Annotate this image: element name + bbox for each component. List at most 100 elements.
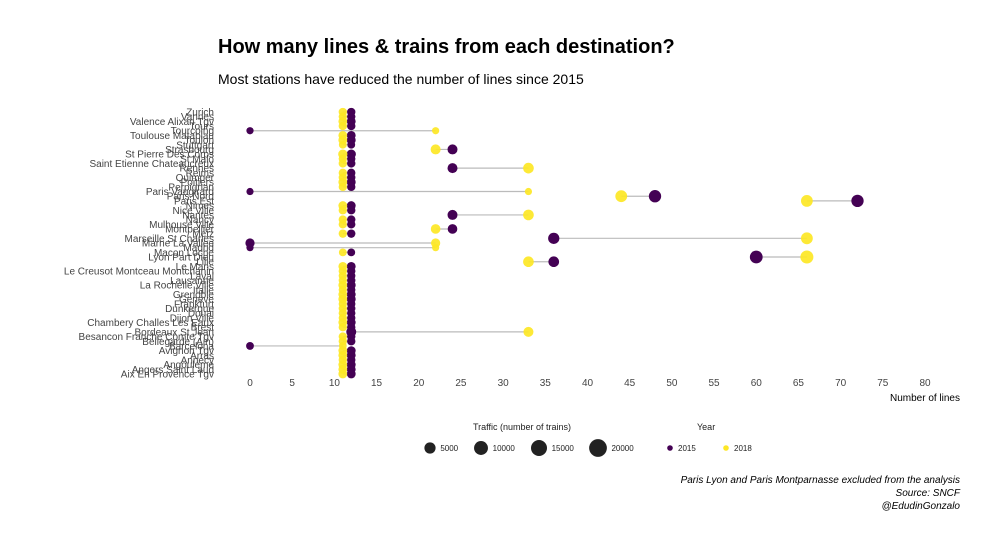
x-axis-title: Number of lines [890,393,960,404]
x-tick-label: 10 [329,378,341,389]
y-tick-label: Macon Loche [154,248,214,259]
point-2015 [347,229,356,238]
y-tick-label: Paris Nord [167,192,214,203]
point-2018 [523,326,534,337]
point-2018 [338,220,347,229]
point-2015 [447,209,458,220]
size-legend-dot [530,439,548,457]
y-tick-label: Tourcoing [171,126,214,137]
y-tick-label: Vannes [181,112,214,123]
caption: Paris Lyon and Paris Montparnasse exclud… [681,474,960,513]
x-tick-label: 15 [371,378,383,389]
point-2018 [615,190,628,203]
point-2015 [246,342,254,350]
y-tick-label: Stuttgart [176,140,214,151]
point-2015 [347,140,356,149]
point-2015 [347,220,356,229]
y-tick-label: Dunkerque [165,304,214,315]
y-tick-label: Besancon Franche Comte Tgv [79,332,214,343]
point-2018 [523,256,534,268]
point-2018 [338,140,347,149]
point-2018 [800,194,813,207]
y-tick-label: Tours [190,122,214,133]
y-tick-label: Brest [191,323,215,334]
y-tick-label: Mulhouse Ville [149,220,214,231]
point-2015 [347,248,356,257]
y-tick-label: Nimes [186,201,214,212]
y-tick-label: Saint Etienne Chateaucreux [89,159,214,170]
size-legend-dot [474,441,488,455]
y-tick-label: Toulouse Matabiau [130,131,214,142]
point-2015 [347,159,356,168]
point-2015 [548,256,560,268]
year-legend-dot [723,445,729,451]
y-tick-label: Poitiers [181,178,214,189]
y-tick-label: Italie [193,285,215,296]
y-tick-label: Zurich [186,108,214,119]
y-tick-label: St Malo [180,154,214,165]
y-tick-label: Barcelona [169,341,214,352]
year-legend-title: Year [697,422,715,432]
y-tick-label: Toulon [185,136,214,147]
x-tick-label: 55 [709,378,721,389]
point-2015 [749,250,763,264]
x-tick-label: 5 [289,378,295,389]
x-tick-label: 30 [498,378,510,389]
y-tick-label: Geneve [179,295,214,306]
points-layer [245,107,864,379]
y-tick-label: Dijon Ville [170,313,215,324]
x-tick-label: 0 [247,378,253,389]
size-legend-label: 20000 [611,444,634,453]
y-tick-label: Paris Vaugirard [146,187,214,198]
y-tick-label: Lausanne [170,276,214,287]
y-tick-label: Perpignan [168,182,214,193]
y-tick-label: Valence Alixan Tgv [130,117,214,128]
size-legend-dot [589,439,607,457]
chart-title: How many lines & trains from each destin… [218,36,675,58]
point-2015 [246,244,254,252]
point-2018 [524,187,533,196]
point-2018 [432,244,440,252]
size-legend-title: Traffic (number of trains) [473,422,571,432]
x-tick-label: 35 [540,378,552,389]
point-2015 [447,224,458,234]
point-2018 [800,250,814,264]
y-tick-label: Douai [188,309,214,320]
chart-subtitle: Most stations have reduced the number of… [218,71,584,87]
point-2018 [338,159,347,168]
y-tick-label: Strasbourg [165,145,214,156]
y-tick-label: Bellegarde (Ain) [142,337,214,348]
point-2018 [338,369,348,379]
size-legend-label: 10000 [493,444,516,453]
caption-author: @EdudinGonzalo [881,501,960,512]
y-tick-label: Quimper [176,173,215,184]
y-tick-label: Lyon Part Dieu [148,253,214,264]
point-2018 [338,121,347,131]
y-tick-label: Frankfurt [174,299,214,310]
point-2018 [430,224,441,234]
point-2018 [338,323,347,332]
point-2015 [447,144,458,155]
size-legend-items: 5000 10000 15000 20000 [424,439,634,457]
point-2015 [347,182,356,192]
point-2015 [648,190,662,203]
size-legend-dot [424,442,436,454]
point-2015 [851,194,864,208]
x-tick-label: 25 [455,378,467,389]
y-tick-label: Paris Est [174,196,214,207]
y-tick-label: Annecy [181,355,214,366]
year-legend-label: 2018 [734,444,752,453]
y-tick-label: Bordeaux St Jean [135,327,215,338]
x-tick-label: 80 [919,378,931,389]
y-tick-label: Metz [192,229,214,240]
point-2018 [338,248,347,257]
y-tick-label: Nice Ville [173,206,215,217]
x-tick-label: 20 [413,378,425,389]
y-tick-label: St Pierre Des Corps [125,150,214,161]
point-2018 [338,206,347,215]
y-tick-label: Marne La Vallee [142,239,215,250]
y-tick-label: Madrid [183,243,214,254]
point-2018 [430,144,441,155]
y-tick-label: Avignon Tgv [159,346,214,357]
